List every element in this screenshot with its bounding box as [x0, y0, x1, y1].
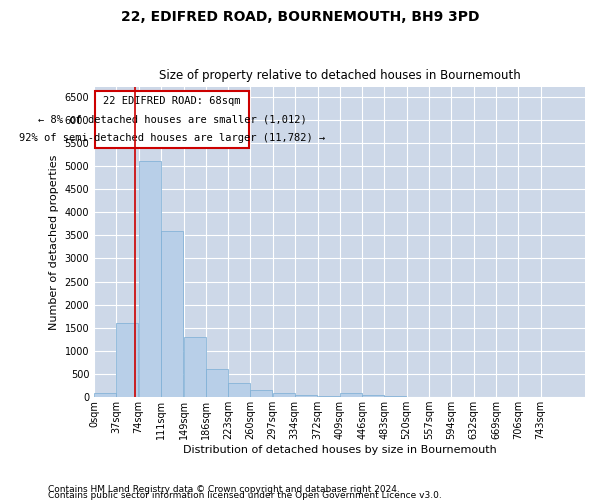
- Text: ← 8% of detached houses are smaller (1,012): ← 8% of detached houses are smaller (1,0…: [38, 114, 307, 124]
- Bar: [295, 396, 317, 397]
- Bar: [272, 394, 295, 397]
- Y-axis label: Number of detached properties: Number of detached properties: [49, 154, 59, 330]
- Text: Contains public sector information licensed under the Open Government Licence v3: Contains public sector information licen…: [48, 490, 442, 500]
- Bar: [161, 230, 183, 397]
- Bar: [94, 392, 116, 397]
- Bar: [362, 395, 384, 397]
- Text: Contains HM Land Registry data © Crown copyright and database right 2024.: Contains HM Land Registry data © Crown c…: [48, 484, 400, 494]
- X-axis label: Distribution of detached houses by size in Bournemouth: Distribution of detached houses by size …: [182, 445, 496, 455]
- Bar: [317, 396, 340, 397]
- Text: 22, EDIFRED ROAD, BOURNEMOUTH, BH9 3PD: 22, EDIFRED ROAD, BOURNEMOUTH, BH9 3PD: [121, 10, 479, 24]
- Bar: [385, 396, 406, 397]
- Bar: [250, 390, 272, 397]
- Title: Size of property relative to detached houses in Bournemouth: Size of property relative to detached ho…: [158, 69, 520, 82]
- Bar: [206, 370, 228, 397]
- Text: 92% of semi-detached houses are larger (11,782) →: 92% of semi-detached houses are larger (…: [19, 133, 325, 143]
- Bar: [139, 162, 161, 397]
- Bar: [184, 337, 206, 397]
- Bar: [340, 394, 362, 397]
- Text: 22 EDIFRED ROAD: 68sqm: 22 EDIFRED ROAD: 68sqm: [103, 96, 241, 106]
- Bar: [116, 323, 139, 397]
- Bar: [95, 91, 249, 148]
- Bar: [228, 384, 250, 397]
